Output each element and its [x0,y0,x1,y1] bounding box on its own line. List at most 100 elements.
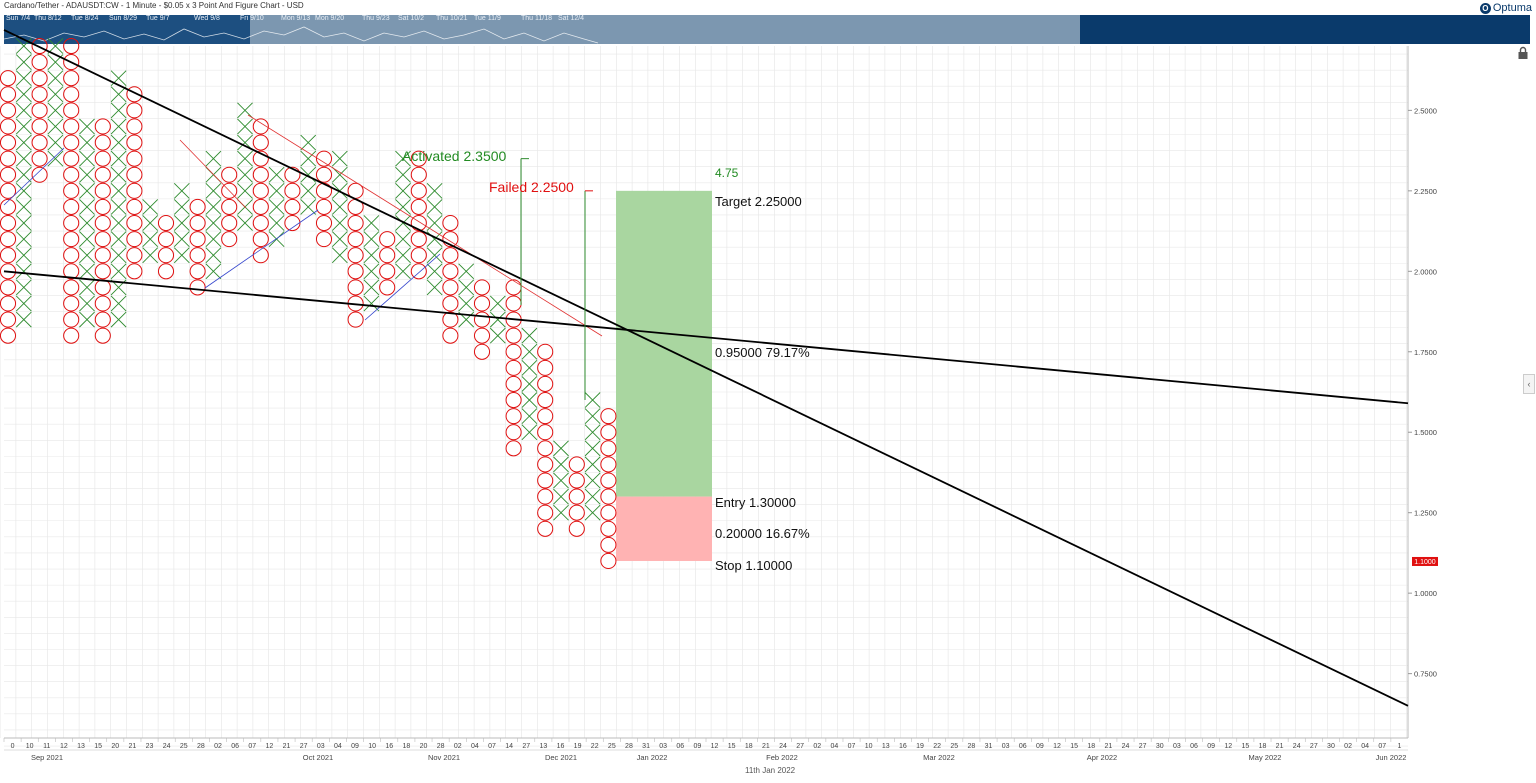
o-box [315,214,333,232]
x-box [79,311,95,328]
x-box [79,231,95,247]
y-tick-label: 0.7500 [1414,670,1437,679]
y-tick-label: 1.5000 [1414,428,1437,437]
o-box [600,472,617,489]
x-tick-label: 12 [1224,743,1232,750]
x-box [79,215,95,231]
x-box [268,199,285,215]
x-box [79,295,95,312]
x-month-label: May 2022 [1249,753,1282,762]
x-box [110,231,127,247]
x-box [205,182,222,199]
last-price-marker [1412,556,1438,566]
o-box [126,247,143,264]
x-box [458,279,475,296]
x-tick-label: 27 [1310,743,1318,750]
o-box [347,263,364,280]
x-tick-label: 16 [899,743,907,750]
x-box [584,488,601,505]
chevron-left-icon[interactable]: ‹ [1523,374,1535,394]
x-box [584,472,601,489]
o-box [410,182,427,199]
trendline [3,29,1409,707]
x-tick-label: 15 [94,743,102,750]
x-box [15,38,32,54]
o-box [537,392,554,409]
x-box [553,472,569,489]
o-box [537,359,554,376]
x-tick-label: 21 [283,743,291,750]
o-box [63,327,80,344]
o-box [0,198,17,215]
cursor-date-label: 11th Jan 2022 [745,766,796,775]
x-box [110,215,127,231]
x-box [395,231,411,247]
o-box [505,375,522,393]
x-box [521,343,538,360]
x-tick-label: 09 [351,743,359,750]
x-tick-label: 18 [402,743,410,750]
o-box [252,231,269,248]
x-tick-label: 21 [129,743,137,750]
o-box [0,214,17,232]
navigator-date: Fri 9/10 [240,15,264,22]
x-box [426,263,443,280]
x-box [458,295,475,312]
o-box [442,247,459,264]
x-tick-label: 24 [163,743,171,750]
x-tick-label: 18 [745,743,753,750]
o-box [31,37,48,55]
x-month-label: Nov 2021 [428,753,460,762]
support-line [364,253,441,321]
date-navigator[interactable]: Sun 7/4 Thu 8/12 Tue 8/24 Sun 8/29 Tue 9/7 We… [4,15,1530,44]
o-box [157,231,175,248]
o-box [537,456,554,473]
o-box [126,263,143,280]
navigator-date: Thu 10/21 [436,15,468,22]
x-box [426,247,443,264]
o-box [126,118,143,135]
x-box [426,182,443,199]
resistance-line [247,114,603,337]
x-tick-label: 28 [967,743,975,750]
x-tick-label: 22 [933,743,941,750]
o-box [537,520,554,537]
x-tick-label: 24 [1122,743,1130,750]
x-box [15,199,32,215]
o-box [600,520,617,537]
x-tick-label: 21 [1104,743,1112,750]
x-month-label: Oct 2021 [303,753,333,762]
o-box [221,214,238,232]
o-box [252,166,269,183]
x-box [268,215,285,231]
x-tick-label: 12 [711,743,719,750]
x-box [300,166,317,183]
reward-label: 0.95000 79.17% [715,345,810,360]
lock-icon[interactable] [1517,46,1529,60]
target-label: Target 2.25000 [715,194,802,209]
x-box [300,150,317,167]
o-box [315,198,333,215]
o-box [568,472,585,489]
x-month-label: Feb 2022 [766,753,798,762]
x-box [237,215,253,231]
x-box [47,70,64,87]
x-tick-label: 31 [642,743,650,750]
x-tick-label: 14 [505,743,513,750]
navigator-selection[interactable] [250,15,1080,44]
x-month-label: Mar 2022 [923,753,955,762]
o-box [189,198,206,215]
o-box [315,166,333,183]
failed-label: Failed 2.2500 [489,179,574,195]
x-box [268,182,285,199]
support-line [3,147,65,206]
navigator-date: Thu 8/12 [34,15,62,22]
o-box [189,247,206,264]
x-box [584,424,601,441]
navigator-date: Sat 10/2 [398,15,425,22]
x-box [395,199,411,215]
chart-title: Cardano/Tether - ADAUSDT:CW - 1 Minute -… [4,1,304,10]
o-box [94,134,111,151]
x-tick-label: 28 [437,743,445,750]
